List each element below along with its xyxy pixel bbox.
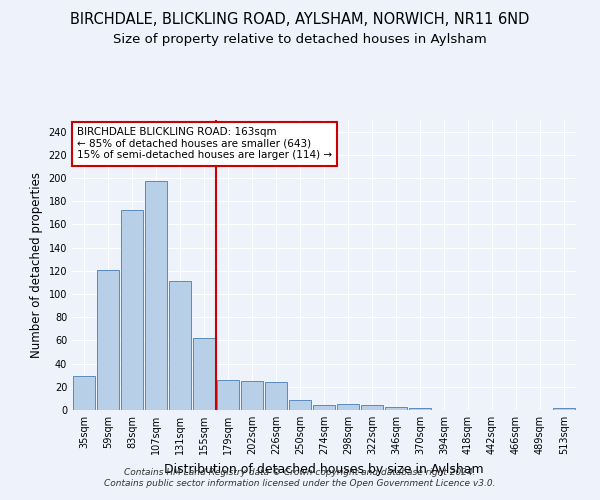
Y-axis label: Number of detached properties: Number of detached properties [30, 172, 43, 358]
Bar [169, 281, 191, 410]
Bar [289, 400, 311, 410]
Text: Size of property relative to detached houses in Aylsham: Size of property relative to detached ho… [113, 32, 487, 46]
Bar [313, 406, 335, 410]
Bar [385, 406, 407, 410]
Bar [73, 376, 95, 410]
Bar [145, 182, 167, 410]
X-axis label: Distribution of detached houses by size in Aylsham: Distribution of detached houses by size … [164, 462, 484, 475]
Bar [265, 382, 287, 410]
Bar [193, 338, 215, 410]
Text: BIRCHDALE, BLICKLING ROAD, AYLSHAM, NORWICH, NR11 6ND: BIRCHDALE, BLICKLING ROAD, AYLSHAM, NORW… [70, 12, 530, 28]
Bar [217, 380, 239, 410]
Bar [241, 381, 263, 410]
Bar [553, 408, 575, 410]
Bar [409, 408, 431, 410]
Bar [121, 210, 143, 410]
Bar [337, 404, 359, 410]
Text: BIRCHDALE BLICKLING ROAD: 163sqm
← 85% of detached houses are smaller (643)
15% : BIRCHDALE BLICKLING ROAD: 163sqm ← 85% o… [77, 127, 332, 160]
Bar [361, 406, 383, 410]
Text: Contains HM Land Registry data © Crown copyright and database right 2024.
Contai: Contains HM Land Registry data © Crown c… [104, 468, 496, 487]
Bar [97, 270, 119, 410]
